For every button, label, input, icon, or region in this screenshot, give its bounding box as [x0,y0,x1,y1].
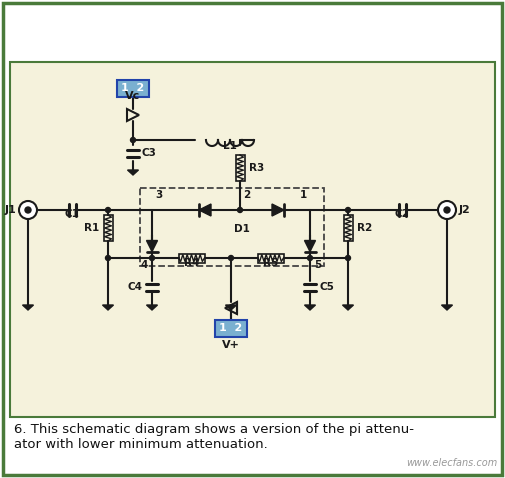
Text: 1  2: 1 2 [219,323,242,333]
Circle shape [130,138,135,142]
Text: 6. This schematic diagram shows a version of the pi attenu-
ator with lower mini: 6. This schematic diagram shows a versio… [14,423,414,451]
Text: 1  2: 1 2 [121,83,144,93]
Bar [140,188,324,266]
Polygon shape [272,204,284,216]
Polygon shape [23,305,33,310]
Bar [235,155,244,181]
Circle shape [237,207,242,213]
Circle shape [106,256,111,261]
Text: J1: J1 [4,205,16,215]
Circle shape [149,256,155,261]
Bar [215,319,247,337]
Polygon shape [305,305,316,310]
Polygon shape [146,240,158,251]
Text: C1: C1 [65,209,79,219]
Bar [117,79,149,97]
Polygon shape [127,170,138,175]
Text: R2: R2 [357,223,372,233]
Text: www.elecfans.com: www.elecfans.com [406,458,497,468]
Text: C3: C3 [142,148,157,158]
Circle shape [345,207,350,213]
Circle shape [438,201,456,219]
Text: C4: C4 [128,282,143,292]
Polygon shape [199,204,211,216]
Bar [343,215,352,241]
Circle shape [308,256,313,261]
Text: C2: C2 [394,209,410,219]
Circle shape [444,207,450,213]
Circle shape [106,207,111,213]
Text: 1: 1 [300,190,307,200]
Text: 2: 2 [243,190,250,200]
Bar [178,253,205,262]
Text: Vc: Vc [125,90,140,100]
Bar [258,253,283,262]
Polygon shape [305,240,316,251]
Polygon shape [441,305,452,310]
Text: 3: 3 [155,190,162,200]
Text: R1: R1 [84,223,99,233]
Polygon shape [342,305,354,310]
Text: V+: V+ [222,340,240,350]
Text: C5: C5 [319,282,334,292]
Bar [104,215,113,241]
Text: L1: L1 [223,141,237,151]
Text: R5: R5 [263,258,278,268]
Text: R3: R3 [248,163,264,173]
Text: D1: D1 [233,224,249,234]
Text: R4: R4 [184,258,199,268]
Circle shape [25,207,31,213]
Circle shape [19,201,37,219]
Polygon shape [226,305,236,310]
Text: 4: 4 [140,260,148,270]
Bar [10,62,495,417]
Circle shape [228,256,233,261]
Text: J2: J2 [459,205,471,215]
Polygon shape [103,305,114,310]
Text: 5: 5 [314,260,321,270]
Circle shape [345,256,350,261]
Polygon shape [146,305,158,310]
